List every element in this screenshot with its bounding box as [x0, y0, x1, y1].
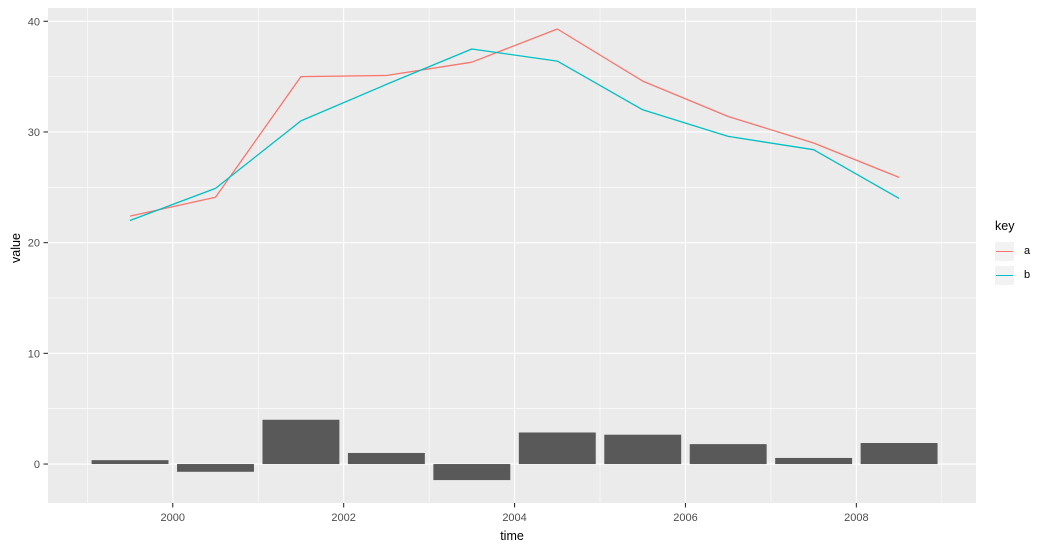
legend: key a b: [995, 219, 1030, 289]
x-tick-label: 2002: [331, 512, 355, 524]
difference-bar: [518, 432, 596, 465]
x-tick-label: 2006: [673, 512, 697, 524]
line-series-a: [129, 28, 900, 217]
legend-title: key: [995, 219, 1015, 233]
y-axis-title: value: [9, 233, 23, 263]
x-tick-label: 2000: [161, 512, 185, 524]
difference-bar: [347, 452, 425, 465]
y-tick-label: 40: [28, 16, 40, 28]
difference-bar: [604, 434, 682, 465]
difference-bar: [775, 457, 853, 465]
difference-bar: [177, 464, 254, 472]
y-tick-label: 10: [28, 348, 40, 360]
legend-key-line-b-icon: [996, 274, 1013, 276]
difference-bar: [262, 419, 340, 465]
x-tick-label: 2008: [844, 512, 868, 524]
difference-bar: [689, 444, 767, 465]
difference-bar: [860, 443, 938, 465]
line-series-b: [129, 48, 900, 222]
legend-label-b: b: [1024, 269, 1031, 281]
legend-entry-a: a: [995, 241, 1030, 261]
legend-key-line-a-icon: [996, 250, 1013, 252]
x-tick-label: 2004: [502, 512, 526, 524]
y-tick-label: 30: [28, 127, 40, 139]
difference-bar: [91, 460, 169, 465]
x-axis-title: time: [500, 529, 524, 543]
y-tick-label: 20: [28, 238, 40, 250]
y-tick-label: 0: [34, 459, 40, 471]
plot-panel: [48, 8, 976, 503]
difference-bar: [433, 464, 511, 481]
legend-key-b: [995, 265, 1014, 285]
legend-label-a: a: [1024, 245, 1031, 257]
legend-entry-b: b: [995, 265, 1030, 285]
legend-key-a: [995, 241, 1014, 261]
